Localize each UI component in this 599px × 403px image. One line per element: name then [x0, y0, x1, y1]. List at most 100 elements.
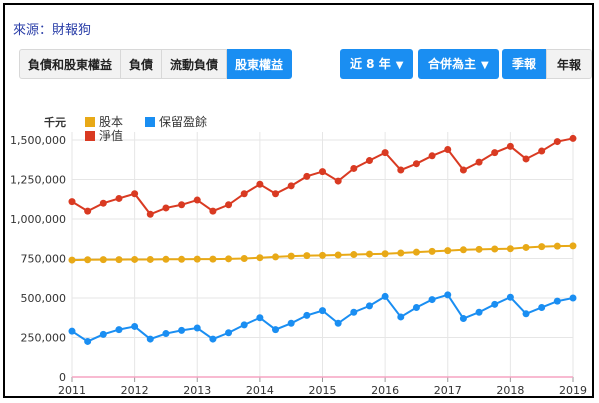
data-point — [303, 311, 311, 319]
data-point — [538, 147, 546, 155]
tab-liabilities[interactable]: 負債 — [121, 49, 163, 79]
data-point — [553, 242, 561, 250]
tab-shareholders-equity[interactable]: 股東權益 — [227, 49, 293, 79]
source-label: 來源：財報狗 — [13, 23, 92, 38]
data-point — [84, 256, 92, 264]
data-point — [381, 250, 389, 258]
legend-swatch — [85, 117, 95, 127]
data-point — [209, 255, 217, 263]
data-point — [68, 327, 76, 335]
data-point — [522, 243, 530, 251]
data-point — [569, 294, 577, 302]
chevron-down-icon: ▼ — [395, 60, 404, 71]
tab-liabilities-and-equity[interactable]: 負債和股東權益 — [19, 49, 122, 79]
data-point — [365, 157, 373, 165]
legend-label: 股本 — [99, 115, 123, 129]
data-point — [99, 330, 107, 338]
legend-swatch — [85, 131, 95, 141]
x-tick-label: 2018 — [496, 384, 524, 397]
data-point — [240, 255, 248, 262]
data-point — [553, 297, 561, 305]
data-point — [365, 302, 373, 310]
data-point — [209, 335, 217, 343]
data-point — [444, 247, 452, 255]
data-point — [68, 256, 76, 264]
data-point — [475, 245, 483, 253]
data-point — [350, 164, 358, 172]
data-point — [319, 307, 326, 315]
category-tabs: 負債和股東權益 負債 流動負債 股東權益 — [19, 49, 293, 79]
x-tick-label: 2014 — [246, 384, 274, 397]
data-point — [99, 256, 107, 264]
data-point — [350, 308, 358, 316]
data-point — [240, 321, 248, 329]
data-point — [553, 138, 561, 146]
data-point — [256, 180, 264, 188]
data-point — [256, 254, 264, 262]
legend-swatch — [145, 117, 155, 127]
data-point — [193, 255, 201, 263]
data-point — [397, 166, 405, 174]
data-point — [84, 207, 92, 215]
data-point — [334, 177, 342, 185]
data-point — [412, 160, 420, 168]
data-point — [491, 149, 499, 157]
data-point — [319, 251, 326, 259]
x-tick-label: 2013 — [183, 384, 211, 397]
legend-label: 保留盈餘 — [159, 114, 207, 129]
data-point — [131, 255, 139, 263]
data-point — [287, 182, 295, 190]
data-point — [522, 310, 530, 318]
scope-dropdown-label: 合併為主 — [428, 57, 477, 71]
data-point — [146, 210, 154, 218]
data-point — [303, 172, 311, 180]
data-point — [538, 243, 546, 251]
data-point — [428, 296, 436, 304]
data-point — [412, 303, 420, 311]
data-point — [428, 247, 436, 255]
data-point — [491, 300, 499, 308]
data-point — [459, 246, 467, 254]
data-point — [272, 190, 280, 198]
data-point — [444, 291, 452, 299]
scope-dropdown[interactable]: 合併為主 ▼ — [418, 49, 499, 79]
data-point — [569, 134, 577, 142]
data-point — [381, 149, 389, 157]
data-point — [475, 158, 483, 166]
data-point — [506, 142, 514, 150]
data-point — [459, 166, 467, 174]
data-point — [99, 199, 107, 207]
data-point — [334, 251, 342, 259]
data-point — [256, 314, 264, 322]
quarterly-button[interactable]: 季報 — [502, 49, 547, 79]
y-tick-label: 1,500,000 — [10, 134, 66, 147]
data-point — [162, 255, 170, 263]
annual-button[interactable]: 年報 — [546, 49, 593, 79]
y-unit-label: 千元 — [44, 115, 66, 129]
data-point — [491, 245, 499, 253]
x-tick-label: 2012 — [121, 384, 149, 397]
data-point — [131, 190, 139, 198]
data-point — [287, 252, 295, 260]
data-point — [225, 201, 233, 209]
data-point — [115, 256, 123, 264]
period-dropdown[interactable]: 近 8 年 ▼ — [340, 49, 414, 79]
y-tick-label: 250,000 — [21, 332, 67, 345]
data-point — [162, 330, 170, 338]
frequency-toggle: 季報 年報 — [502, 49, 593, 79]
data-point — [506, 293, 514, 301]
data-point — [240, 190, 248, 198]
data-point — [397, 249, 405, 257]
data-point — [475, 308, 483, 316]
x-tick-label: 2017 — [434, 384, 462, 397]
report-panel: 來源：財報狗 負債和股東權益 負債 流動負債 股東權益 近 8 年 ▼ 合併為主 ▼… — [3, 3, 594, 398]
data-point — [162, 204, 170, 212]
data-point — [459, 315, 467, 323]
data-point — [115, 326, 123, 334]
y-tick-label: 0 — [59, 371, 66, 384]
data-point — [569, 242, 577, 250]
data-point — [522, 155, 530, 163]
tab-current-liabilities[interactable]: 流動負債 — [162, 49, 228, 79]
data-point — [131, 322, 139, 330]
equity-chart: 2011 2012 2013 2014 2015 2016 2017 2018 2019 0 250… — [10, 114, 587, 397]
